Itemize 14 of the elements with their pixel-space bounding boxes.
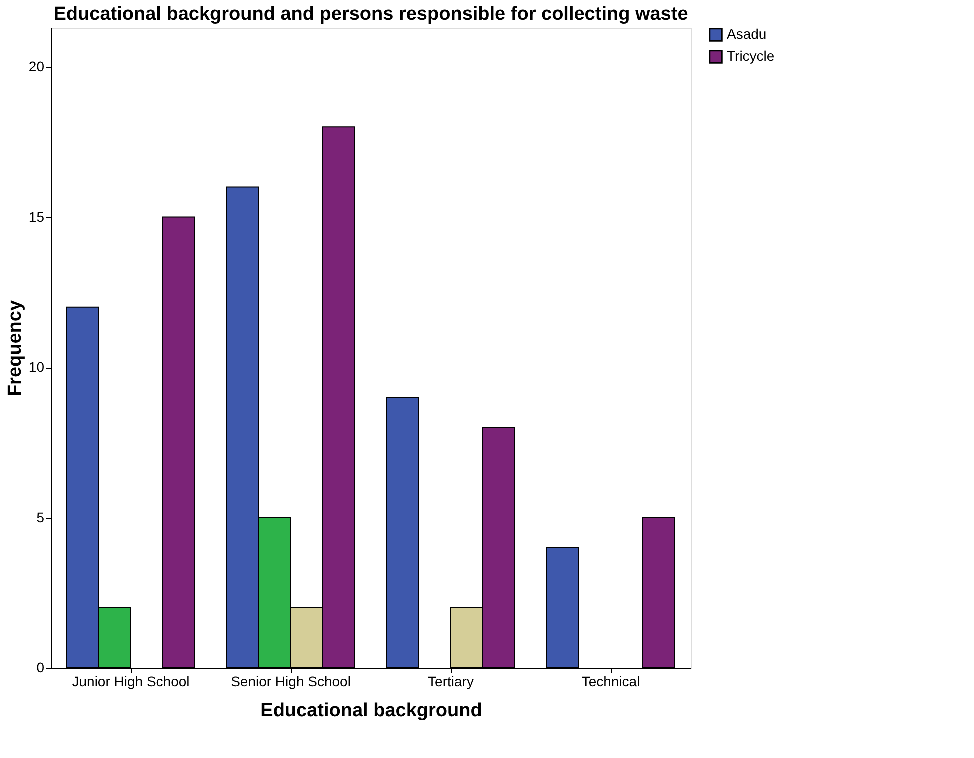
x-tick-label: Technical (582, 674, 640, 690)
legend-label: Tricycle (727, 48, 775, 64)
y-tick-label: 10 (28, 359, 45, 376)
chart-title: Educational background and persons responsible for collecting waste (54, 4, 688, 25)
y-tick-label: 20 (28, 58, 45, 75)
x-tick-label: Junior High School (72, 674, 190, 690)
y-axis-title: Frequency (4, 300, 26, 397)
x-axis-title: Educational background (260, 700, 482, 722)
legend-label: Asadu (727, 26, 767, 42)
x-tick-label: Senior High School (231, 674, 351, 690)
y-tick-label: 5 (36, 509, 45, 526)
y-tick-label: 0 (36, 660, 45, 676)
x-tick-label: Tertiary (428, 674, 474, 690)
y-tick-label: 15 (28, 208, 45, 225)
